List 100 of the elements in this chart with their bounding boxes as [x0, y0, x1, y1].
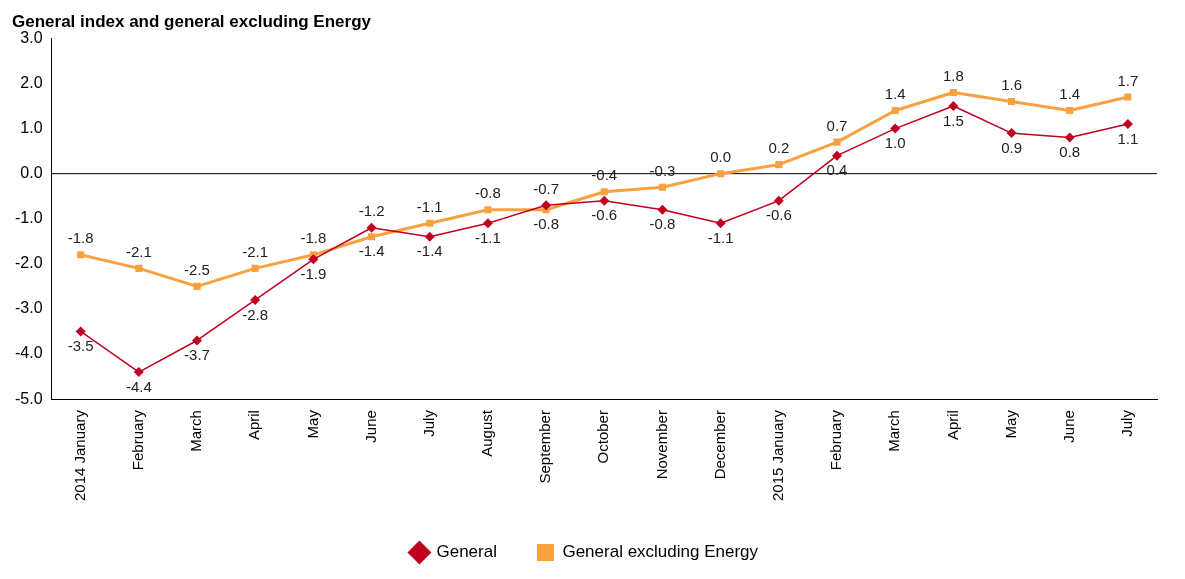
point [1122, 119, 1133, 130]
data-label: -1.4 [358, 242, 385, 260]
point [1066, 107, 1074, 115]
x-tick-label: April [943, 410, 961, 441]
point [426, 219, 434, 227]
point [77, 251, 85, 259]
point [775, 161, 783, 169]
chart-title: General index and general excluding Energy [12, 11, 372, 31]
x-tick-label: June [1059, 410, 1077, 443]
y-tick-label: -1.0 [14, 209, 43, 227]
point [484, 206, 492, 214]
data-label: 1.5 [942, 111, 964, 129]
point [948, 101, 959, 112]
x-tick-label: April [245, 410, 263, 441]
data-label: -2.1 [125, 242, 152, 260]
point [1064, 132, 1075, 143]
data-label: -1.8 [67, 229, 94, 247]
y-tick-label: 3.0 [20, 28, 43, 46]
point [715, 218, 726, 229]
point [717, 170, 725, 178]
point [368, 233, 376, 241]
point [1008, 97, 1016, 106]
point [891, 107, 899, 115]
point [424, 231, 435, 242]
x-tick-label: July [419, 409, 437, 437]
data-label: 1.8 [942, 67, 964, 85]
x-tick-label: December [710, 410, 728, 480]
data-label: -1.2 [358, 202, 385, 220]
point [541, 200, 552, 211]
x-tick-label: August [478, 409, 496, 457]
data-label: -3.5 [67, 337, 94, 355]
legend-label: General [436, 542, 497, 562]
data-label: -0.6 [591, 206, 618, 224]
data-label: 0.8 [1059, 143, 1081, 161]
data-label: -2.1 [242, 242, 269, 260]
data-label: -0.6 [765, 206, 792, 224]
point [366, 222, 377, 233]
point [250, 294, 261, 305]
data-label: 0.2 [768, 139, 790, 157]
legend-label: General excluding Energy [562, 542, 759, 562]
data-label: -0.8 [533, 215, 560, 233]
point [833, 138, 841, 146]
y-tick-label: -2.0 [14, 254, 43, 272]
point [1006, 128, 1017, 139]
point [75, 326, 86, 337]
x-tick-label: October [594, 410, 612, 464]
point [308, 254, 319, 265]
data-label: -2.5 [184, 261, 210, 279]
x-tick-label: 2015 January [768, 409, 786, 502]
data-label: -4.4 [125, 377, 152, 395]
x-tick-label: March [885, 410, 903, 452]
x-tick-label: March [187, 410, 205, 452]
data-label: 1.0 [884, 134, 906, 152]
x-tick-label: 2014 January [70, 409, 88, 502]
x-tick-label: July [1118, 409, 1136, 437]
data-label: -2.8 [242, 305, 269, 323]
x-tick-label: February [128, 409, 146, 471]
y-tick-label: 0.0 [20, 164, 43, 182]
point [599, 195, 610, 206]
point [482, 218, 493, 229]
x-tick-label: September [536, 410, 554, 484]
y-tick-label: -5.0 [14, 389, 43, 407]
data-label: -1.1 [474, 228, 501, 246]
point [600, 188, 608, 196]
data-label: 1.6 [1001, 76, 1022, 94]
x-tick-label: June [361, 410, 379, 443]
point [657, 204, 668, 215]
data-label: 1.4 [1059, 85, 1081, 103]
point [773, 195, 784, 206]
point [658, 183, 666, 191]
data-label: -3.7 [184, 346, 210, 364]
point [135, 264, 143, 272]
y-tick-label: 1.0 [20, 118, 43, 136]
data-label: -1.1 [707, 228, 734, 246]
point [193, 282, 201, 290]
data-label: -1.8 [300, 229, 327, 247]
data-label: -0.8 [649, 215, 676, 233]
point [832, 150, 843, 161]
data-label: 0.0 [710, 148, 732, 166]
data-label: -0.7 [533, 179, 560, 197]
data-label: 1.1 [1117, 129, 1139, 147]
y-tick-label: -4.0 [14, 344, 43, 362]
x-tick-label: February [827, 409, 845, 471]
x-tick-label: November [652, 410, 670, 480]
point [890, 123, 901, 134]
point [949, 88, 957, 97]
y-tick-label: 2.0 [20, 73, 43, 91]
x-tick-label: May [303, 409, 321, 439]
x-tick-label: May [1001, 409, 1019, 439]
point [1124, 93, 1132, 101]
data-label: -1.9 [300, 264, 327, 282]
data-label: 1.7 [1117, 71, 1139, 89]
point [251, 264, 259, 272]
data-label: -1.4 [416, 242, 443, 260]
data-label: 0.9 [1001, 138, 1022, 156]
data-label: -0.8 [474, 184, 501, 202]
y-tick-label: -3.0 [14, 299, 43, 317]
data-label: 0.7 [826, 116, 848, 134]
data-label: 1.4 [884, 85, 906, 103]
point [133, 367, 144, 378]
